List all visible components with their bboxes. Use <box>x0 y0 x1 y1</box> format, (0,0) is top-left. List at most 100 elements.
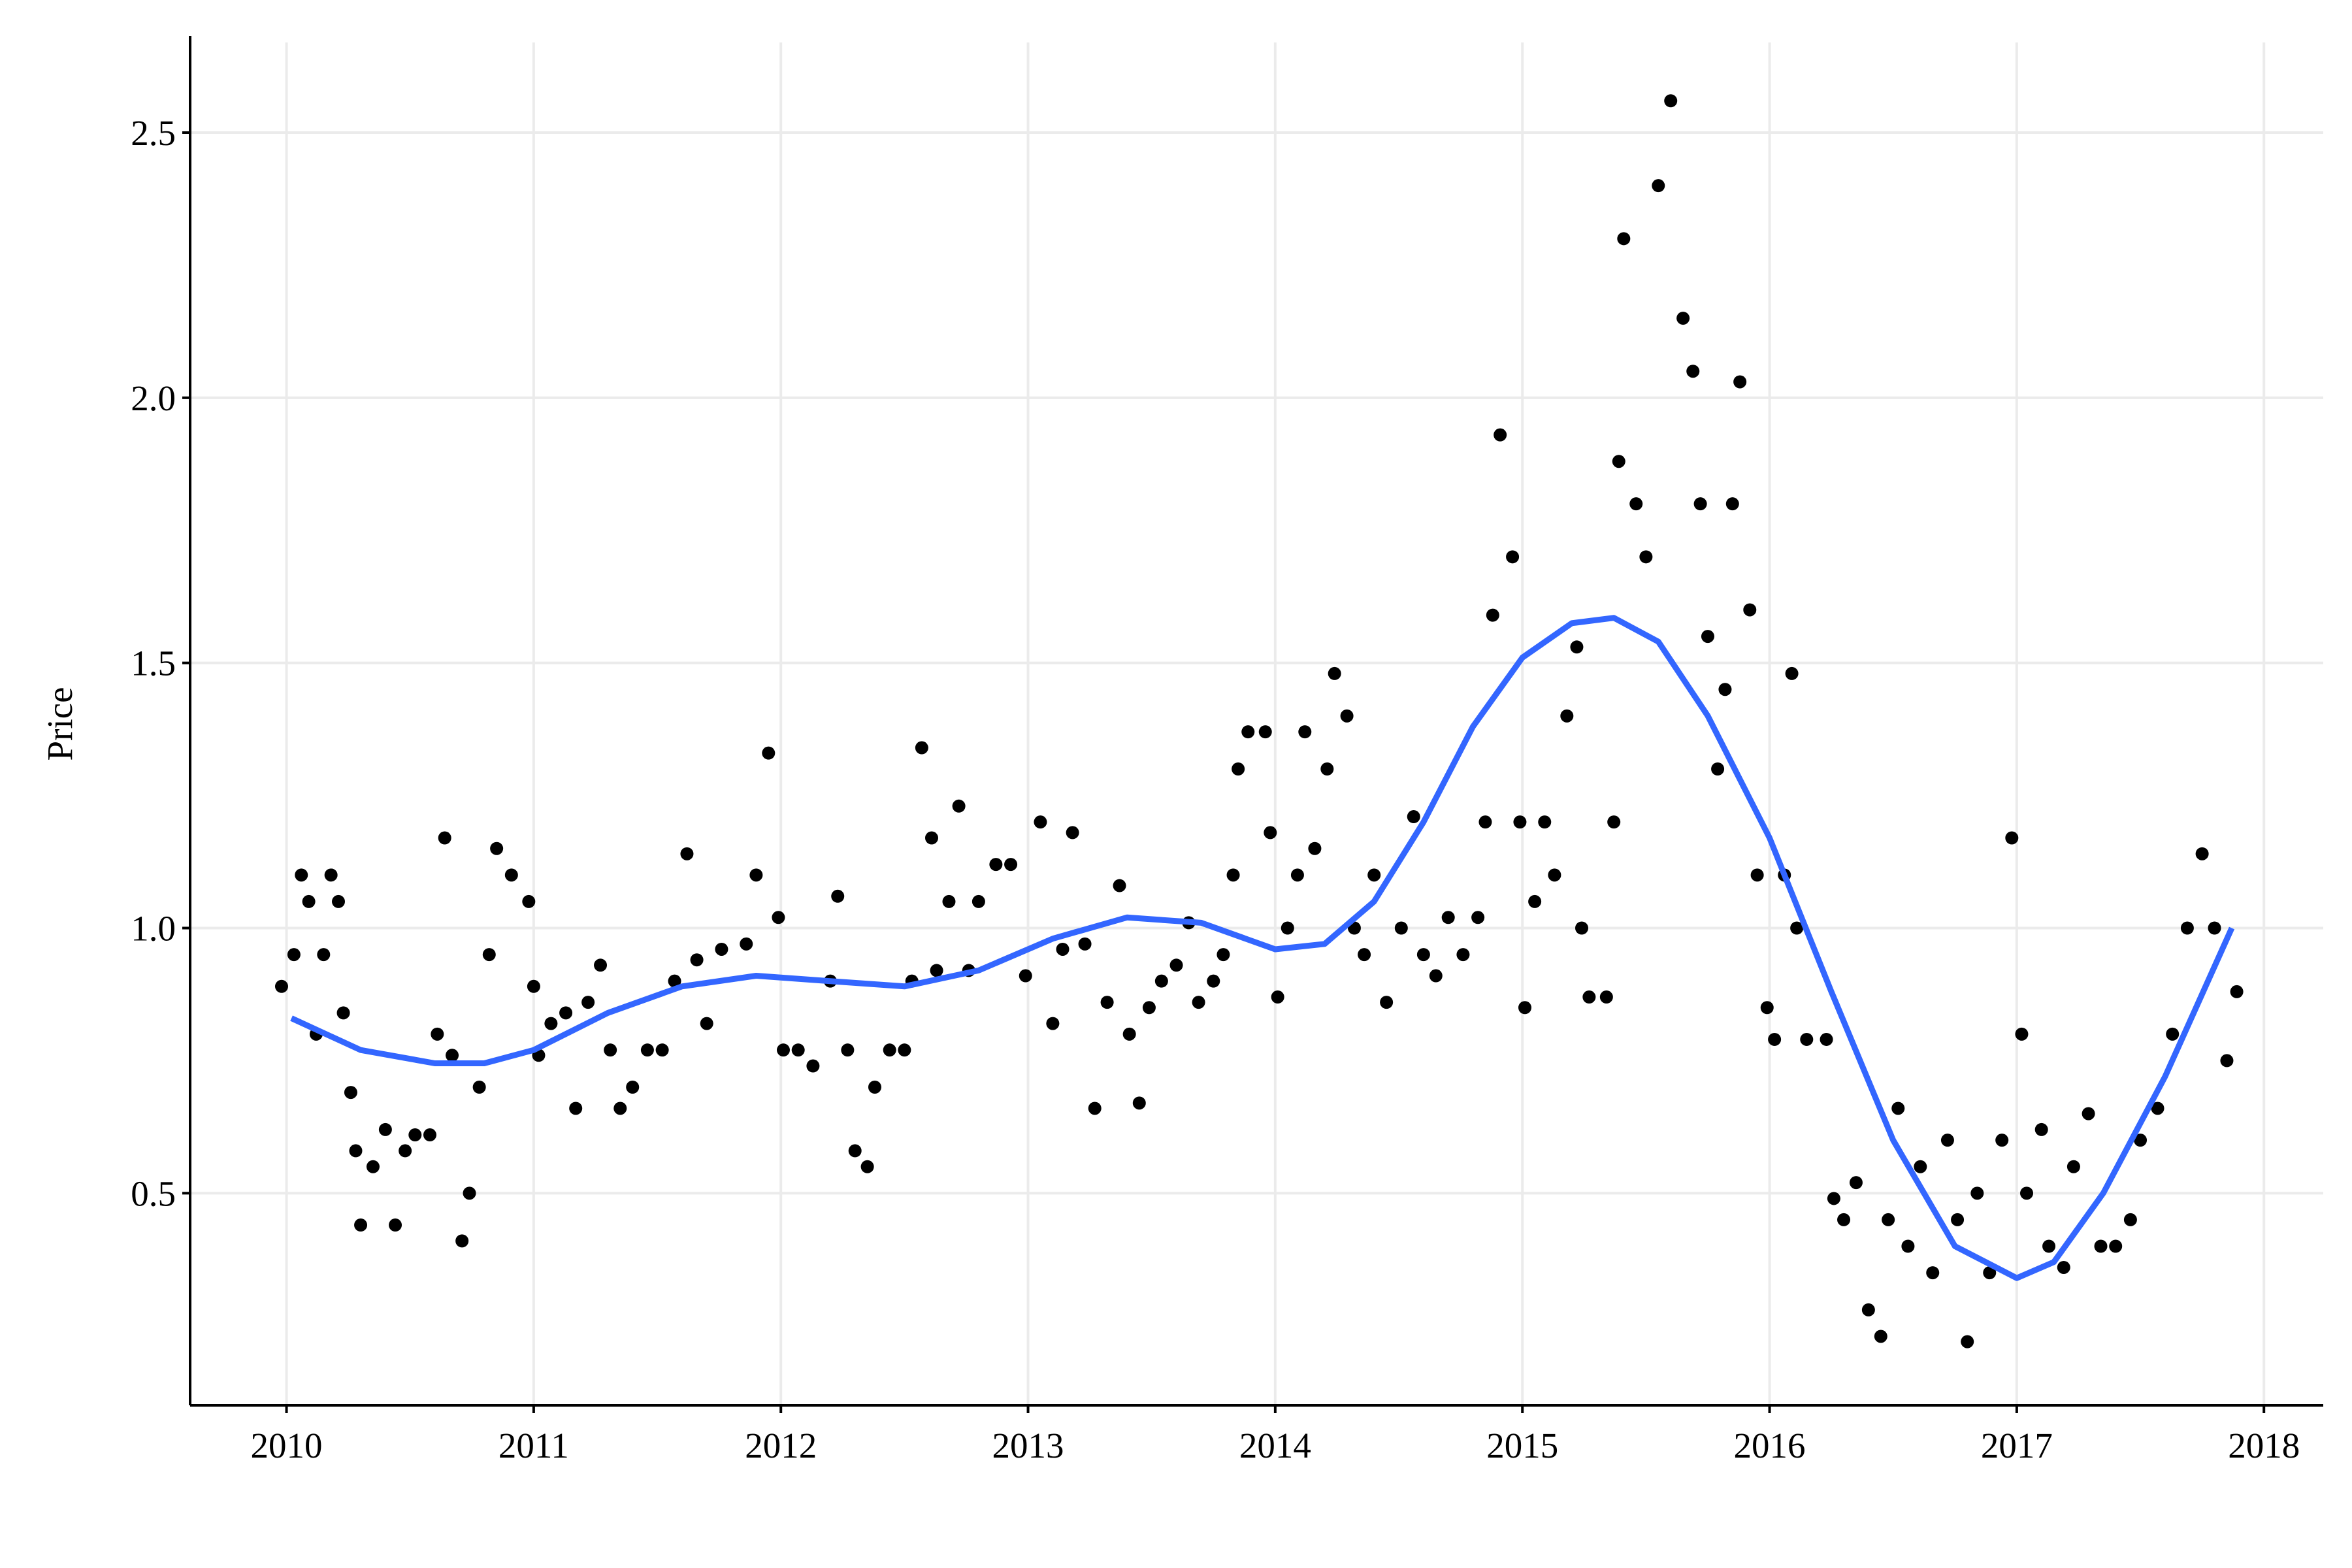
point <box>700 1017 713 1030</box>
point <box>1004 858 1018 872</box>
point <box>1790 921 1804 935</box>
point <box>1970 1186 1984 1200</box>
point <box>559 1006 573 1020</box>
point <box>640 1043 654 1057</box>
point <box>1693 497 1707 511</box>
x-tick-label: 2012 <box>745 1426 817 1465</box>
point <box>544 1017 558 1030</box>
x-tick-label: 2010 <box>251 1426 323 1465</box>
y-tick-label: 2.0 <box>131 378 176 418</box>
point <box>2057 1260 2070 1274</box>
point <box>989 858 1003 872</box>
point <box>1320 762 1334 776</box>
point <box>1882 1213 1895 1226</box>
y-tick-label: 1.5 <box>131 644 176 683</box>
point <box>1066 826 1079 840</box>
point <box>952 799 966 813</box>
point <box>1926 1266 1940 1280</box>
point <box>655 1043 669 1057</box>
point <box>1380 996 1394 1009</box>
point <box>1652 179 1665 193</box>
point <box>868 1080 881 1094</box>
point <box>1506 550 1520 564</box>
point <box>1861 1303 1875 1316</box>
point <box>749 868 763 882</box>
point <box>2066 1160 2080 1173</box>
point <box>848 1144 862 1158</box>
point <box>883 1043 896 1057</box>
point <box>1046 1017 1060 1030</box>
point <box>1827 1192 1840 1205</box>
point <box>1494 428 1507 442</box>
point <box>1340 709 1354 723</box>
point <box>1837 1213 1851 1226</box>
point <box>1088 1102 1102 1115</box>
point <box>366 1160 380 1173</box>
point <box>1456 948 1470 962</box>
point <box>762 746 776 760</box>
point <box>438 831 451 845</box>
point <box>1518 1001 1531 1015</box>
point <box>1983 1266 1997 1280</box>
point <box>860 1160 874 1173</box>
point <box>1750 868 1764 882</box>
point <box>431 1027 444 1041</box>
point <box>1849 1176 1863 1190</box>
point <box>791 1043 805 1057</box>
point <box>302 894 316 908</box>
point <box>2220 1054 2234 1068</box>
point <box>287 948 301 962</box>
point <box>1874 1330 1887 1343</box>
point <box>1548 868 1561 882</box>
point <box>1264 826 1277 840</box>
point <box>1132 1096 1146 1110</box>
point <box>1676 312 1690 325</box>
point <box>1538 815 1552 829</box>
point <box>1768 1032 1782 1046</box>
point <box>482 948 496 962</box>
point <box>1914 1160 1927 1173</box>
y-axis-label: Price <box>40 687 80 760</box>
point <box>569 1102 583 1115</box>
point <box>1298 725 1312 739</box>
point <box>389 1218 402 1232</box>
point <box>1733 375 1747 389</box>
point <box>942 894 956 908</box>
point <box>1891 1102 1905 1115</box>
point <box>1019 969 1032 983</box>
point <box>2082 1107 2095 1120</box>
point <box>972 894 985 908</box>
point <box>1820 1032 1833 1046</box>
point <box>455 1234 469 1248</box>
point <box>295 868 308 882</box>
point <box>2020 1186 2034 1200</box>
point <box>446 1049 459 1062</box>
point <box>2195 847 2209 860</box>
point <box>806 1059 820 1073</box>
point <box>423 1128 436 1142</box>
point <box>2230 985 2244 998</box>
x-tick-label: 2014 <box>1239 1426 1311 1465</box>
point <box>1478 815 1492 829</box>
point <box>504 868 518 882</box>
point <box>408 1128 422 1142</box>
point <box>1629 497 1643 511</box>
point <box>1217 948 1230 962</box>
point <box>1607 815 1621 829</box>
point <box>2166 1027 2180 1041</box>
point <box>324 868 338 882</box>
point <box>1743 603 1757 617</box>
point <box>399 1144 412 1158</box>
point <box>898 1043 911 1057</box>
point <box>1995 1134 2009 1147</box>
point <box>1192 996 1205 1009</box>
point <box>680 847 694 860</box>
x-tick-label: 2017 <box>1981 1426 2053 1465</box>
point <box>463 1186 476 1200</box>
point <box>1241 725 1255 739</box>
x-tick-label: 2015 <box>1486 1426 1558 1465</box>
point <box>715 942 728 956</box>
point <box>2208 921 2221 935</box>
point <box>1901 1239 1915 1253</box>
point <box>2034 1122 2048 1136</box>
